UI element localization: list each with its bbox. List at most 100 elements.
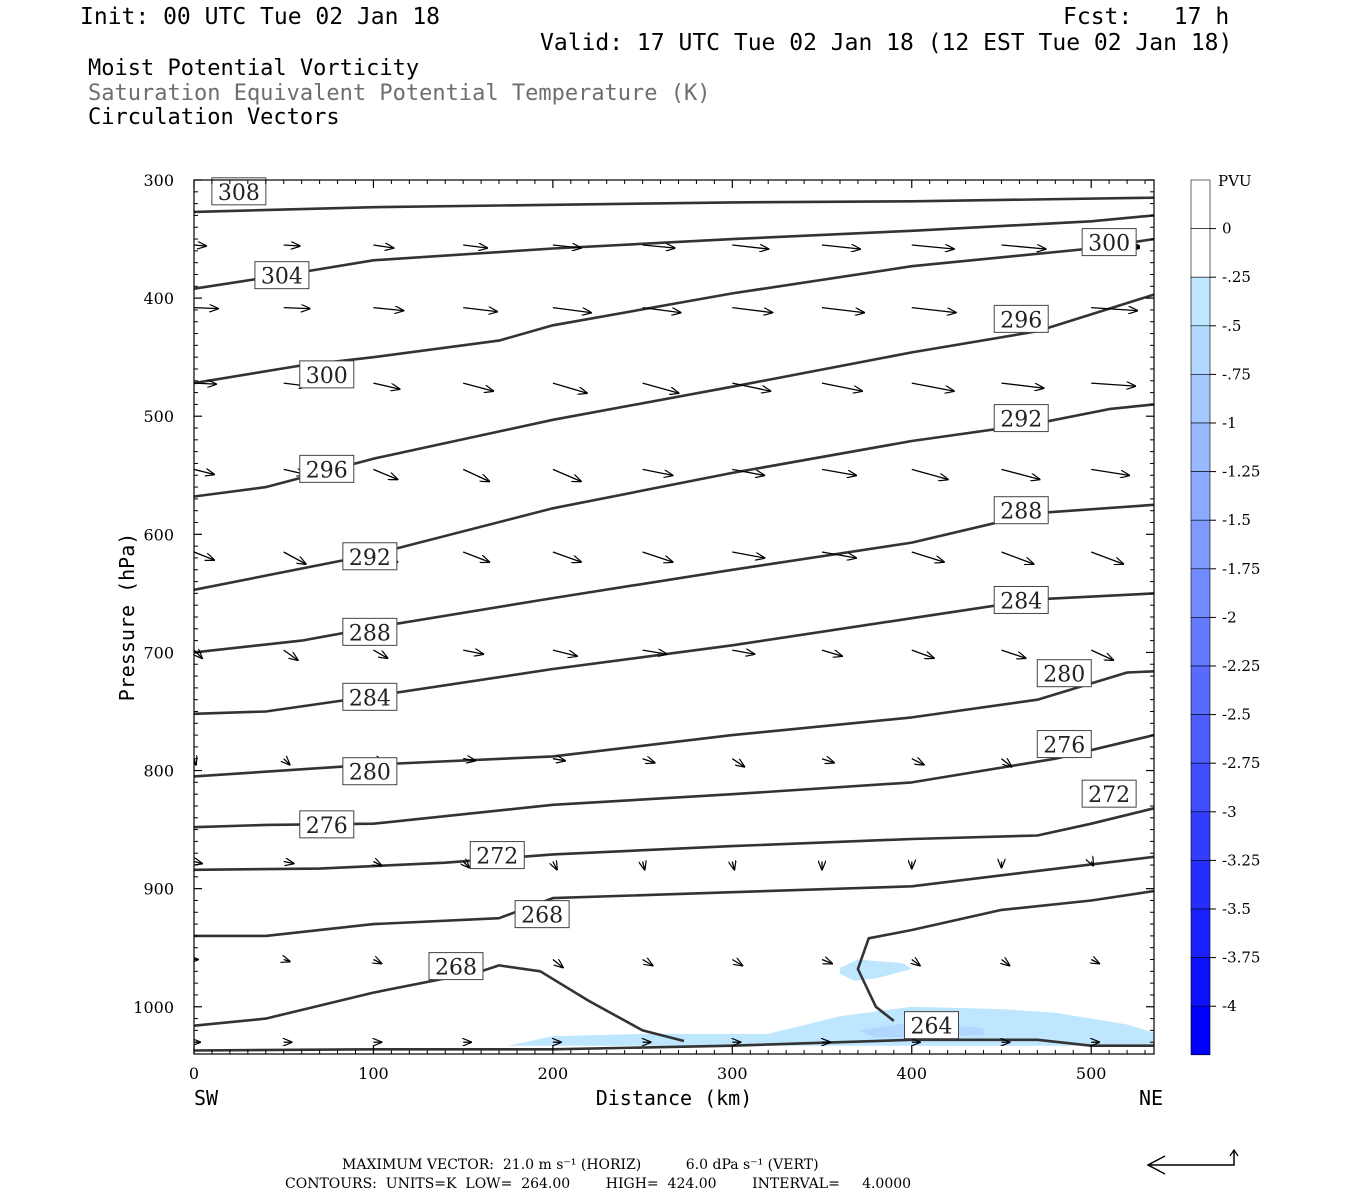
circulation-vector [552,468,581,481]
contour-label-box [993,304,1049,333]
y-tick-label: 600 [143,525,174,544]
circulation-vector [463,245,487,248]
contour-line-308 [194,196,1154,214]
colorbar-label: -.5 [1222,317,1241,335]
contour-label-box [342,542,398,571]
circulation-vector [373,308,403,311]
circulation-vector [1001,245,1046,249]
circulation-vector [821,649,842,656]
colorbar-label: 0 [1222,220,1232,238]
contour-label-text: 304 [261,265,303,290]
colorbar-swatch [1190,762,1211,813]
colorbar-label: -2 [1222,608,1237,626]
contour-label-box [469,841,525,870]
reference-vector-arrow [1146,1148,1239,1175]
circulation-vector [732,551,764,558]
colorbar-swatch [1190,422,1211,472]
circulation-vector [284,960,290,962]
colorbar-label: -2.5 [1222,706,1251,724]
contour-label-box [993,404,1049,433]
contour-label-268: 268 [514,900,570,929]
contour-label-text: 300 [1088,232,1130,257]
circulation-vector [462,468,489,481]
contour-label-276: 276 [1036,730,1092,759]
contour-label-text: 264 [910,1015,952,1040]
colorbar-swatch [1190,471,1211,521]
colorbar-label: -.25 [1222,268,1251,286]
circulation-vector [911,306,956,313]
contour-label-box [1036,659,1092,688]
x-tick-label: 500 [1076,1064,1107,1083]
contour-label-308: 308 [211,177,267,206]
circulation-vector [373,649,387,658]
circulation-vector [194,308,218,309]
circulation-vector [463,382,493,391]
colorbar-swatch [1190,665,1211,715]
circulation-vector [463,759,475,761]
field-title-vectors: Circulation Vectors [88,105,340,130]
contour-label-text: 292 [1000,408,1042,433]
circulation-vector [552,382,587,393]
circulation-vector [194,650,202,658]
x-tick-label: 0 [189,1064,199,1083]
colorbar-label: -1.75 [1222,560,1260,578]
circulation-vector [731,758,744,767]
contour-label-304: 304 [254,261,310,290]
circulation-vector [552,245,581,248]
contour-label-text: 272 [1088,783,1130,808]
x-tick-label: 300 [717,1064,748,1083]
contour-label-box [514,900,570,929]
contour-label-288: 288 [993,496,1049,525]
circulation-vector [821,960,832,964]
circulation-vector [732,468,764,475]
circulation-vector [373,468,397,479]
contour-line-292 [194,403,1154,592]
circulation-vector [283,551,306,564]
circulation-vector [911,382,954,391]
contour-label-text: 272 [476,845,518,870]
colorbar-swatch [1190,714,1211,764]
contour-label-268: 268 [428,952,484,981]
circulation-vector [732,862,734,870]
circulation-vector [552,960,563,968]
x-tick-label: 100 [358,1064,389,1083]
colorbar-label: -3 [1222,803,1237,821]
contour-label-text: 296 [306,458,348,483]
contour-line-276 [194,733,1154,829]
colorbar-swatch [1190,568,1211,618]
circulation-vector [642,468,673,475]
contour-line-288 [194,503,1154,654]
contour-label-280: 280 [1036,659,1092,688]
circulation-vector [1091,383,1135,386]
colorbar-swatch [1190,228,1211,278]
x-axis-label: Distance (km) [596,1086,753,1110]
circulation-vector [643,862,645,870]
circulation-vector [552,551,581,562]
circulation-vector [194,551,214,560]
contour-label-text: 288 [349,621,391,646]
circulation-vector [283,649,298,660]
contour-label-box [299,454,355,483]
circulation-vector [911,245,954,249]
contour-label-276: 276 [299,810,355,839]
circulation-vector [283,308,310,309]
circulation-vector [1091,960,1099,964]
circulation-vector [194,862,202,864]
contour-label-box [903,1011,959,1040]
colorbar-label: -2.25 [1222,657,1260,675]
contour-label-box [1081,228,1137,257]
footer-max-vector: MAXIMUM VECTOR: 21.0 m s⁻¹ (HORIZ) 6.0 d… [342,1157,819,1173]
contour-label-text: 276 [1043,734,1085,759]
contour-label-box [299,810,355,839]
y-tick-label: 400 [143,289,174,308]
contour-label-280: 280 [342,757,398,786]
colorbar-swatch [1190,325,1211,375]
circulation-vector [1001,551,1034,564]
circulation-vector [911,551,944,562]
colorbar-swatch [1190,957,1211,1007]
colorbar-swatch [1190,617,1211,667]
circulation-vector [552,759,565,761]
colorbar-swatch [1190,519,1211,570]
contour-label-300: 300 [299,360,355,389]
circulation-vector [552,649,577,656]
